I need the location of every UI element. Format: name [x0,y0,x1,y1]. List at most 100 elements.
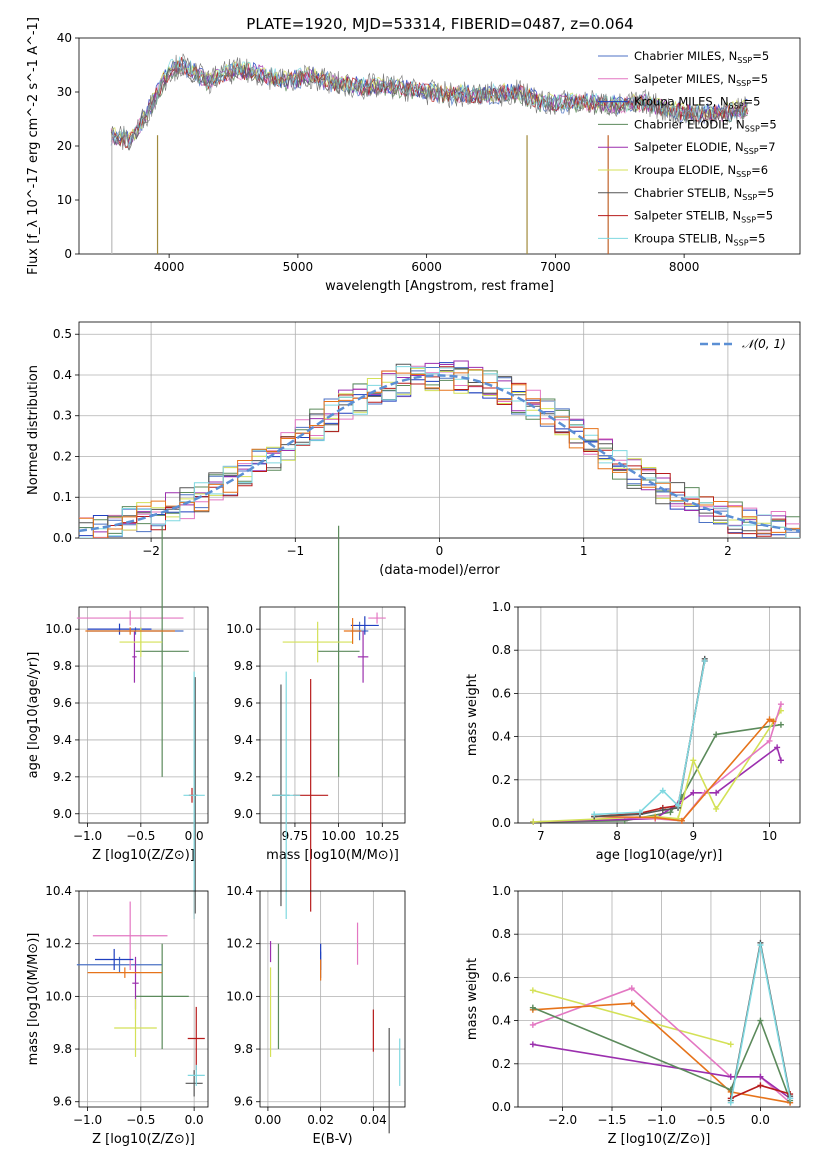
mass-weight-marker [757,1073,764,1080]
mass-weight-marker [774,744,781,751]
mass-weight-marker [766,716,773,723]
x-tick-label: −1.0 [73,1113,102,1127]
x-axis-label: Z [log10(Z/Z⊙)] [608,1132,711,1147]
mass-weight-marker [766,737,773,744]
x-tick-label: 10.00 [321,829,355,843]
y-tick-label: 9.2 [53,770,72,784]
y-axis-label: Flux [f_λ 10^-17 erg cm^-2 s^-1 A^-1] [26,17,41,275]
y-tick-label: 0.3 [53,409,72,423]
plot-frame [78,37,801,255]
y-tick-label: 0.2 [492,1057,511,1071]
mass-weight-marker [659,787,666,794]
mass-weight-marker [777,757,784,764]
y-tick-label: 0.8 [492,927,511,941]
x-axis-label: wavelength [Angstrom, rest frame] [325,279,554,294]
x-tick-label: −0.5 [126,829,155,843]
mass-weight-marker [591,811,598,818]
residual-histogram [79,366,800,538]
y-tick-label: 9.4 [53,733,72,747]
mass-weight-marker [727,1073,734,1080]
panel-6-axes: 0.00 0.02 0.04 9.6 9.8 10.0 10.2 10.4 E(B-V) [226,884,406,1147]
mass-weight-line [532,1002,791,1104]
normal-distribution-curve [79,374,800,533]
y-tick-label: 10.0 [226,622,253,636]
figure-title: PLATE=1920, MJD=53314, FIBERID=0487, z=0… [246,15,633,33]
mass-weight-marker [530,818,537,825]
y-tick-label: 0.5 [53,327,72,341]
legend-entry: Chabrier STELIB, NSSP=5 [634,186,774,202]
panel-5-errorbars [76,901,205,1097]
mass-weight-marker [787,1095,794,1102]
y-tick-label: 0.8 [492,643,511,657]
legend-entry: 𝒩(0, 1) [742,337,786,351]
mass-weight-marker [757,942,764,948]
y-tick-label: 9.2 [234,770,253,784]
plot-frame [78,890,209,1108]
mass-weight-marker [678,817,685,824]
panel-5-axes: −1.0 −0.5 0.0 9.6 9.8 10.0 10.2 10.4 Z [log10(Z/… [26,884,209,1147]
legend-entry: Chabrier MILES, NSSP=5 [634,49,769,65]
y-tick-label: 20 [57,139,72,153]
mass-weight-marker [757,1082,764,1089]
legend-entry: Kroupa ELODIE, NSSP=6 [634,163,768,179]
y-axis-label: mass [log10(M/M⊙)] [26,933,41,1066]
y-axis-label: age [log10(age/yr)] [26,652,41,779]
mass-weight-marker [727,1099,734,1106]
observed-spectrum-line [110,53,749,151]
y-tick-label: 10.0 [45,622,72,636]
x-tick-label: 10 [762,829,777,843]
x-tick-label: 7000 [540,260,571,274]
x-axis-label: mass [log10(M/M⊙)] [266,848,399,863]
mass-weight-marker [757,1017,764,1024]
y-tick-label: 0.2 [53,449,72,463]
mass-weight-marker [727,1041,734,1048]
residual-histogram [79,360,800,538]
mass-weight-marker [690,789,697,796]
y-tick-label: 0.4 [53,368,72,382]
y-tick-label: 0 [64,247,72,261]
y-tick-label: 9.0 [53,807,72,821]
y-tick-label: 1.0 [492,600,511,614]
mass-weight-line [594,658,706,818]
model-line-kroupa-elodie [110,60,748,144]
x-axis-label: Z [log10(Z/Z⊙)] [92,848,195,863]
x-tick-label: 0 [436,544,444,558]
mass-weight-marker [667,809,674,816]
x-tick-label: −1.5 [597,1113,626,1127]
mass-weight-marker [713,805,720,812]
mass-weight-line [594,660,706,818]
x-axis-label: (data-model)/error [379,563,500,578]
mass-weight-marker [777,701,784,708]
x-tick-label: −2 [142,544,160,558]
y-tick-label: 9.8 [53,1042,72,1056]
plot-frame [78,321,801,539]
mass-weight-marker [659,807,666,814]
legend-entry: Salpeter MILES, NSSP=5 [634,72,768,88]
x-tick-label: 9 [689,829,697,843]
x-axis-label: age [log10(age/yr)] [596,848,723,863]
y-tick-label: 9.8 [234,659,253,673]
mass-weight-marker [529,1021,536,1028]
mass-weight-line [532,989,731,1046]
x-tick-label: −1.0 [647,1113,676,1127]
panel-2-axes: −1.0−0.50.09.09.29.49.69.810.0Z [log10(Z… [26,606,209,863]
mass-weight-line [532,1043,791,1100]
mass-weight-marker [701,658,708,664]
x-tick-label: 8000 [669,260,700,274]
legend-entry: Salpeter ELODIE, NSSP=7 [634,140,776,156]
panel-6-errorbars [269,922,401,1134]
mass-weight-line [594,703,782,822]
panel-4-lines [530,655,784,825]
mass-weight-marker [636,809,643,816]
y-tick-label: 30 [57,85,72,99]
panel-3-errorbars [272,525,386,919]
mass-weight-marker [770,718,777,725]
x-tick-label: 6000 [411,260,442,274]
x-tick-label: −1.0 [73,829,102,843]
x-axis-label: Z [log10(Z/Z⊙)] [92,1132,195,1147]
y-tick-label: 0.0 [492,816,511,830]
x-tick-label: 4000 [154,260,185,274]
mass-weight-marker [690,757,697,764]
x-tick-label: 2 [724,544,732,558]
x-tick-label: 9.75 [282,829,309,843]
